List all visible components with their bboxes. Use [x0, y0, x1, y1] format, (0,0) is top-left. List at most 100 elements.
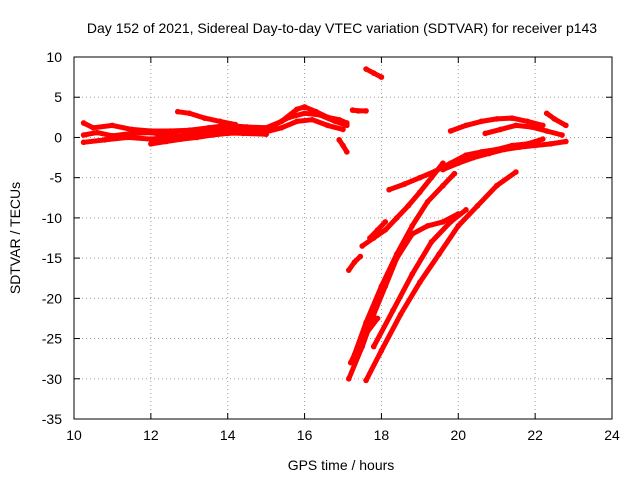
data-point	[80, 132, 87, 138]
y-tick-label: -5	[50, 170, 63, 186]
data-series	[80, 66, 569, 384]
data-point	[363, 66, 369, 72]
y-tick-label: -25	[42, 331, 62, 347]
data-point	[301, 104, 308, 110]
data-point	[451, 170, 458, 177]
data-point	[397, 311, 404, 318]
data-point	[513, 169, 519, 175]
data-point	[543, 128, 550, 134]
y-tick-labels: 10 5 0 -5 -10 -15 -20 -25 -30 -35	[42, 49, 62, 427]
data-point	[440, 166, 446, 173]
y-tick-label: -10	[42, 210, 62, 226]
y-tick-label: -35	[42, 411, 62, 427]
data-point	[347, 359, 354, 366]
data-point	[351, 259, 358, 265]
data-point	[432, 168, 439, 175]
data-point	[332, 118, 339, 125]
data-point	[440, 182, 446, 189]
data-point	[263, 130, 269, 137]
data-point	[486, 150, 492, 157]
data-point	[224, 130, 231, 137]
data-point	[148, 129, 154, 136]
data-point	[493, 116, 500, 122]
series-track-16	[482, 122, 565, 138]
y-tick-label: -30	[42, 371, 62, 387]
data-point	[382, 219, 389, 225]
data-point	[148, 141, 154, 147]
data-point	[344, 122, 350, 129]
data-point	[345, 267, 352, 273]
data-point	[463, 207, 469, 213]
data-point	[286, 114, 293, 121]
data-point	[294, 106, 300, 113]
data-point	[551, 116, 558, 122]
x-tick-labels: 10 12 14 16 18 20 22 24	[66, 427, 620, 443]
data-point	[378, 74, 385, 80]
data-point	[80, 139, 87, 146]
x-axis-label: GPS time / hours	[288, 457, 395, 473]
data-point	[470, 154, 477, 161]
data-point	[532, 142, 538, 149]
data-point	[90, 124, 97, 131]
data-point	[163, 138, 170, 145]
data-point	[516, 144, 523, 150]
data-point	[125, 134, 131, 141]
data-point	[128, 126, 135, 133]
data-point	[543, 110, 550, 117]
data-point	[497, 126, 504, 133]
data-point	[428, 239, 435, 245]
data-point	[405, 203, 412, 209]
data-point	[386, 186, 392, 193]
data-point	[370, 235, 377, 241]
data-point	[528, 124, 535, 130]
data-point	[178, 136, 185, 142]
data-point	[559, 132, 565, 138]
data-point	[547, 141, 554, 147]
data-point	[244, 129, 250, 136]
data-point	[513, 122, 519, 129]
axis-ticks	[73, 56, 613, 420]
data-point	[409, 223, 415, 229]
data-point	[357, 253, 364, 260]
data-point	[436, 251, 442, 257]
x-tick-label: 18	[374, 427, 390, 443]
data-point	[493, 182, 500, 189]
data-point	[417, 189, 423, 195]
data-point	[174, 108, 181, 115]
data-point	[271, 122, 277, 129]
y-tick-label: 5	[54, 89, 62, 105]
data-point	[167, 128, 173, 134]
data-point	[374, 315, 381, 322]
data-point	[209, 132, 216, 138]
data-point	[509, 115, 515, 121]
data-point	[463, 152, 469, 158]
y-tick-label: 10	[46, 49, 62, 65]
data-point	[455, 160, 462, 166]
y-axis-label: SDTVAR / TECUs	[7, 182, 23, 294]
y-tick-label: 0	[54, 129, 62, 145]
data-point	[309, 116, 316, 123]
data-point	[148, 136, 154, 142]
data-point	[359, 243, 366, 249]
data-point	[232, 121, 239, 128]
data-point	[363, 319, 369, 326]
data-point	[349, 107, 356, 113]
data-point	[217, 118, 223, 125]
data-point	[351, 351, 358, 358]
data-point	[345, 375, 352, 382]
data-point	[540, 122, 546, 129]
data-point	[363, 108, 369, 114]
data-point	[540, 136, 546, 142]
y-tick-label: -15	[42, 250, 62, 266]
chart-title: Day 152 of 2021, Sidereal Day-to-day VTE…	[87, 20, 597, 36]
data-point	[324, 122, 331, 129]
data-point	[394, 251, 400, 257]
data-point	[109, 122, 116, 129]
data-point	[370, 70, 377, 76]
data-point	[417, 174, 423, 181]
data-point	[278, 124, 285, 131]
data-point	[194, 134, 200, 141]
data-point	[355, 108, 362, 114]
data-point	[440, 219, 446, 225]
data-point	[363, 377, 369, 384]
